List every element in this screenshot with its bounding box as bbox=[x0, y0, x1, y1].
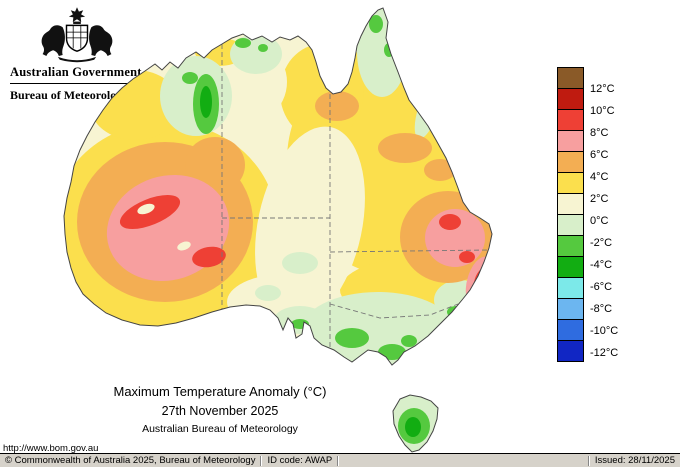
anomaly-region bbox=[200, 86, 212, 118]
map-caption: Maximum Temperature Anomaly (°C) 27th No… bbox=[55, 384, 385, 435]
anomaly-region bbox=[185, 137, 245, 193]
legend-swatch bbox=[557, 88, 584, 110]
commonwealth-star-icon bbox=[68, 7, 86, 22]
anomaly-region bbox=[177, 241, 191, 251]
legend-label: 12°C bbox=[590, 83, 615, 95]
legend-label: 6°C bbox=[590, 149, 609, 161]
legend-swatch bbox=[557, 67, 584, 89]
footer-id-code: ID code: AWAP bbox=[267, 455, 333, 466]
state-borders bbox=[221, 44, 489, 349]
legend-label: 10°C bbox=[590, 105, 615, 117]
map-title: Maximum Temperature Anomaly (°C) bbox=[113, 384, 327, 399]
anomaly-region bbox=[424, 159, 456, 181]
australian-coat-of-arms bbox=[41, 7, 113, 63]
legend-swatch bbox=[557, 193, 584, 215]
legend-label: -8°C bbox=[590, 303, 613, 315]
anomaly-region bbox=[480, 279, 488, 295]
legend-swatch bbox=[557, 319, 584, 341]
anomaly-region bbox=[439, 214, 461, 230]
footer-divider bbox=[587, 455, 590, 466]
anomaly-region bbox=[282, 252, 318, 274]
anomaly-region bbox=[378, 133, 432, 163]
anomaly-region bbox=[192, 246, 226, 268]
agency-title: Bureau of Meteorology bbox=[10, 88, 129, 102]
kangaroo-icon bbox=[41, 25, 65, 56]
legend: 12°C 10°C 8°C 6°C 4°C 2°C 0°C -2°C -4°C … bbox=[557, 67, 647, 377]
legend-label: -12°C bbox=[590, 347, 619, 359]
masthead: Australian Government Bureau of Meteorol… bbox=[10, 5, 144, 103]
emu-icon bbox=[89, 25, 113, 56]
legend-swatch bbox=[557, 151, 584, 173]
anomaly-region bbox=[137, 203, 155, 215]
bom-url: http://www.bom.gov.au bbox=[3, 443, 99, 454]
anomaly-region bbox=[369, 15, 383, 33]
anomaly-region bbox=[315, 91, 359, 121]
map-date: 27th November 2025 bbox=[161, 404, 279, 418]
legend-label: -10°C bbox=[590, 325, 619, 337]
anomaly-region bbox=[384, 43, 394, 57]
anomaly-region bbox=[255, 285, 281, 301]
anomaly-region bbox=[405, 417, 421, 437]
anomaly-region bbox=[443, 143, 461, 157]
legend-color-bar bbox=[557, 67, 584, 362]
legend-label: 0°C bbox=[590, 215, 609, 227]
legend-swatch bbox=[557, 298, 584, 320]
footer-status-bar: © Commonwealth of Australia 2025, Bureau… bbox=[0, 453, 680, 467]
crest-wreath bbox=[73, 21, 81, 24]
anomaly-region bbox=[235, 38, 251, 48]
tasmania-coastline bbox=[392, 394, 439, 453]
legend-swatch bbox=[557, 172, 584, 194]
legend-swatch bbox=[557, 109, 584, 131]
anomaly-region bbox=[280, 44, 364, 140]
legend-label: 8°C bbox=[590, 127, 609, 139]
masthead-divider bbox=[10, 83, 144, 84]
anomaly-region bbox=[422, 88, 432, 104]
legend-label: -2°C bbox=[590, 237, 613, 249]
legend-swatch bbox=[557, 277, 584, 299]
anomaly-region bbox=[182, 72, 198, 84]
legend-label: 2°C bbox=[590, 193, 609, 205]
footer-copyright: © Commonwealth of Australia 2025, Bureau… bbox=[5, 455, 256, 466]
legend-labels: 12°C 10°C 8°C 6°C 4°C 2°C 0°C -2°C -4°C … bbox=[590, 67, 645, 377]
anomaly-region bbox=[335, 328, 369, 348]
crest-scroll bbox=[57, 56, 97, 63]
legend-swatch bbox=[557, 256, 584, 278]
anomaly-region bbox=[459, 251, 475, 263]
shield-quarters bbox=[66, 25, 88, 49]
government-title: Australian Government bbox=[10, 65, 142, 79]
legend-swatch bbox=[557, 235, 584, 257]
legend-swatch bbox=[557, 340, 584, 362]
anomaly-region bbox=[401, 335, 417, 347]
anomaly-region bbox=[378, 344, 406, 360]
footer-divider bbox=[260, 455, 263, 466]
legend-label: -6°C bbox=[590, 281, 613, 293]
legend-swatch bbox=[557, 214, 584, 236]
footer-divider bbox=[337, 455, 340, 466]
anomaly-region bbox=[434, 280, 486, 320]
map-source: Australian Bureau of Meteorology bbox=[142, 423, 298, 435]
anomaly-region bbox=[258, 44, 268, 52]
mainland-coastline bbox=[63, 7, 493, 366]
legend-label: 4°C bbox=[590, 171, 609, 183]
footer-issued: Issued: 28/11/2025 bbox=[594, 455, 675, 466]
legend-swatch bbox=[557, 130, 584, 152]
legend-label: -4°C bbox=[590, 259, 613, 271]
